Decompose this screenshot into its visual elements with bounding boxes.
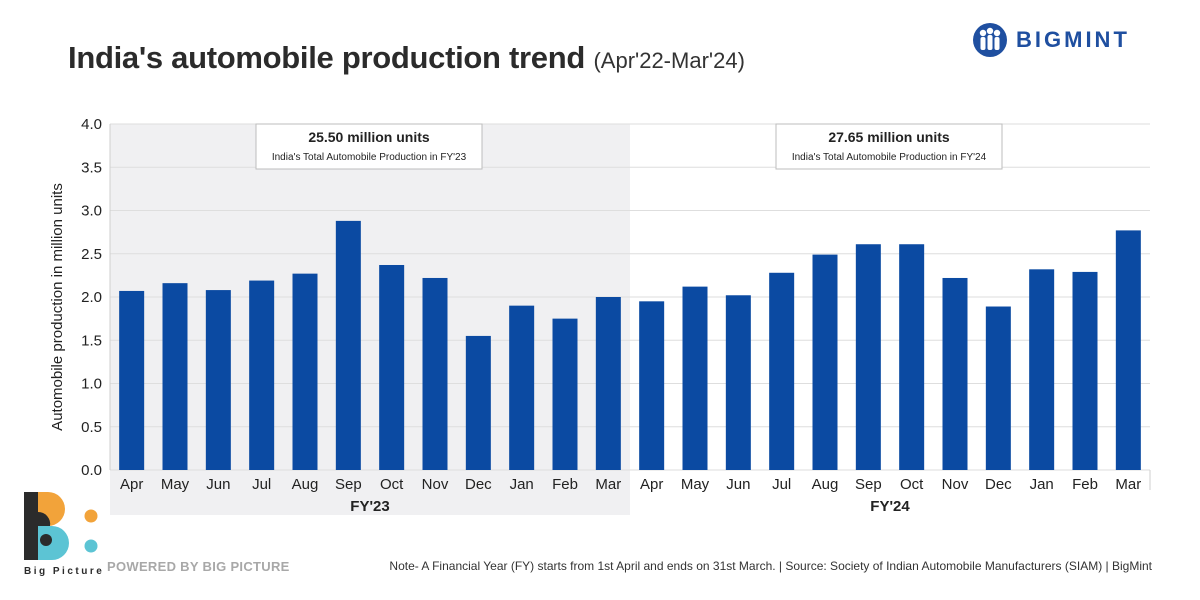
y-axis-label: Automobile production in million units (49, 183, 66, 431)
brand-name: BIGMINT (1016, 27, 1130, 52)
bar-jun-2 (205, 290, 231, 470)
x-tick-label: Mar (595, 476, 621, 493)
x-tick-label: Jun (206, 476, 230, 493)
bar-sep-5 (335, 220, 361, 470)
fy-total-caption-1: India's Total Automobile Production in F… (792, 152, 987, 163)
bar-may-1 (162, 283, 188, 470)
x-tick-label: Jul (252, 476, 271, 493)
bar-nov-19 (942, 277, 968, 470)
x-tick-label: Aug (812, 476, 839, 493)
big-picture-logo (22, 490, 106, 580)
bar-jun-14 (725, 295, 751, 470)
y-tick-label: 0.5 (81, 419, 102, 436)
chart-subtitle: (Apr'22-Mar'24) (593, 48, 745, 73)
x-tick-label: Jun (726, 476, 750, 493)
chart-title-block: India's automobile production trend (Apr… (68, 40, 745, 76)
fy-total-value-0: 25.50 million units (308, 129, 430, 145)
x-tick-label: Feb (552, 476, 578, 493)
y-tick-label: 2.0 (81, 289, 102, 306)
x-tick-label: Nov (422, 476, 449, 493)
x-tick-label: Sep (335, 476, 362, 493)
x-tick-label: Dec (985, 476, 1012, 493)
bar-aug-16 (812, 254, 838, 470)
big-picture-logo-text: Big Picture (24, 566, 105, 577)
bar-mar-11 (595, 297, 621, 470)
bigmint-logo: BIGMINT (972, 22, 1130, 58)
x-tick-label: Feb (1072, 476, 1098, 493)
bar-oct-18 (899, 244, 925, 470)
x-tick-label: Apr (120, 476, 143, 493)
bar-jul-15 (769, 272, 795, 470)
bar-dec-8 (465, 335, 491, 470)
x-tick-label: Jan (510, 476, 534, 493)
bar-jan-21 (1029, 269, 1055, 470)
fy-total-caption-0: India's Total Automobile Production in F… (272, 152, 467, 163)
powered-by-text: POWERED BY BIG PICTURE (107, 559, 290, 574)
x-tick-label: Jan (1030, 476, 1054, 493)
fy-total-value-1: 27.65 million units (828, 129, 950, 145)
y-tick-label: 1.0 (81, 376, 102, 393)
people-circle-icon (973, 23, 1007, 57)
x-tick-label: Dec (465, 476, 492, 493)
bar-nov-7 (422, 277, 448, 470)
bar-feb-10 (552, 318, 578, 470)
y-tick-label: 3.0 (81, 203, 102, 220)
chart-title: India's automobile production trend (68, 40, 585, 75)
bar-mar-23 (1115, 230, 1141, 470)
fy-total-box-0 (255, 123, 483, 170)
fy-group-label-0: FY'23 (350, 498, 389, 515)
fy-group-label-1: FY'24 (870, 498, 910, 515)
y-tick-label: 3.5 (81, 159, 102, 176)
bar-jan-9 (509, 305, 535, 470)
bar-dec-20 (985, 306, 1011, 470)
fy-total-box-1 (775, 123, 1003, 170)
x-tick-label: Nov (942, 476, 969, 493)
bar-aug-4 (292, 273, 318, 470)
x-tick-label: Apr (640, 476, 663, 493)
x-tick-label: Sep (855, 476, 882, 493)
y-tick-label: 0.0 (81, 462, 102, 479)
x-tick-label: Oct (900, 476, 924, 493)
x-tick-label: Oct (380, 476, 404, 493)
x-tick-label: Jul (772, 476, 791, 493)
fy-shaded-region-0 (110, 124, 630, 515)
y-tick-label: 4.0 (81, 116, 102, 133)
y-tick-label: 2.5 (81, 246, 102, 263)
bar-apr-12 (639, 301, 665, 470)
bar-jul-3 (249, 280, 275, 470)
x-tick-label: May (161, 476, 190, 493)
bar-may-13 (682, 286, 708, 470)
bar-sep-17 (855, 244, 881, 470)
x-tick-label: Mar (1115, 476, 1141, 493)
x-tick-label: Aug (292, 476, 319, 493)
footer-note: Note- A Financial Year (FY) starts from … (389, 559, 1152, 573)
x-tick-label: May (681, 476, 710, 493)
y-tick-label: 1.5 (81, 332, 102, 349)
bar-oct-6 (379, 264, 405, 470)
big-picture-mark-icon (24, 492, 98, 560)
bar-feb-22 (1072, 271, 1098, 470)
bar-apr-0 (119, 290, 145, 470)
